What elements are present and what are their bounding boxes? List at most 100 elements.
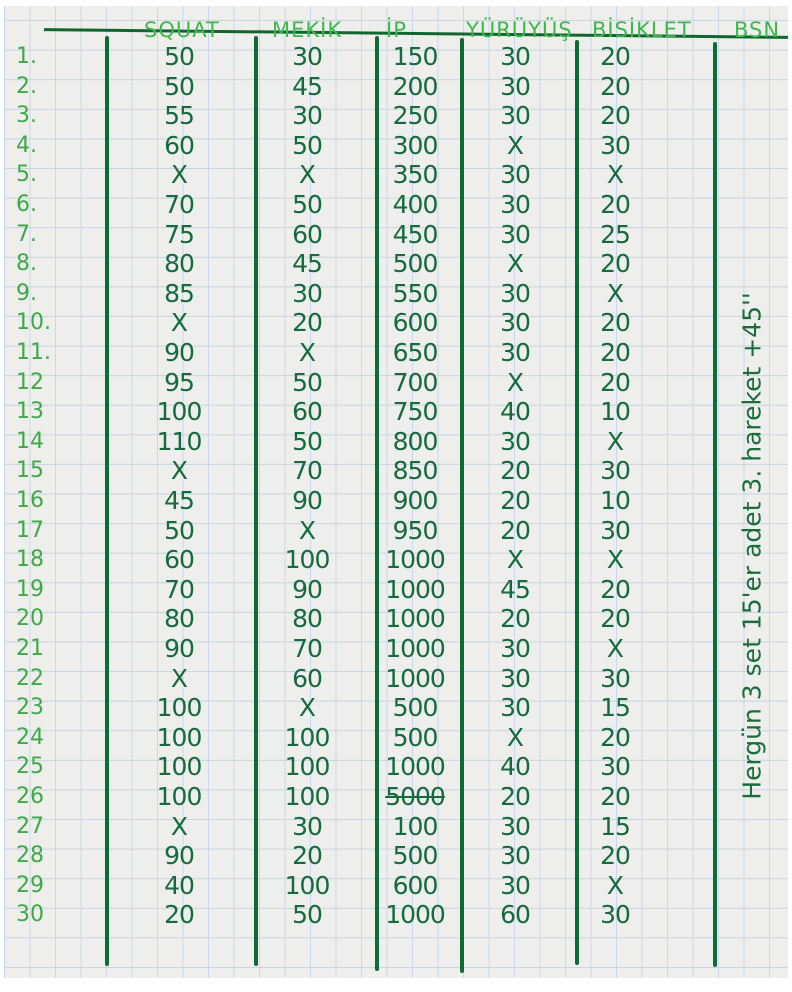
cell-squat: X	[170, 160, 188, 190]
row-number: 4.	[16, 132, 37, 158]
cell-yuruyus: 30	[500, 42, 531, 71]
cell-yuruyus: 30	[500, 338, 531, 367]
cell-mekik: 70	[292, 634, 323, 663]
cell-bisiklet: 10	[600, 397, 631, 427]
cell-ip: 700	[392, 367, 439, 397]
cell-mekik: 20	[292, 308, 323, 338]
cell-mekik: 30	[292, 811, 323, 841]
cell-bisiklet: 20	[600, 101, 631, 131]
cell-mekik: 30	[292, 42, 323, 71]
cell-ip: 950	[392, 515, 439, 545]
cell-yuruyus: 30	[500, 663, 531, 693]
cell-yuruyus: X	[506, 722, 524, 752]
cell-squat: 110	[156, 426, 203, 456]
cell-yuruyus: 30	[500, 841, 531, 871]
cell-mekik: 50	[292, 130, 323, 160]
cell-bisiklet: 30	[600, 752, 631, 782]
cell-ip: 500	[392, 722, 439, 752]
cell-squat: 50	[164, 42, 195, 71]
cell-squat: 80	[164, 604, 195, 634]
column-divider	[460, 38, 464, 973]
cell-bisiklet: 20	[600, 722, 631, 752]
cell-ip: 300	[392, 130, 439, 160]
column-divider	[254, 36, 258, 966]
cell-ip: 750	[392, 397, 439, 427]
cell-mekik: X	[298, 338, 316, 367]
cell-bisiklet: 30	[600, 130, 631, 160]
cell-ip: 600	[392, 308, 439, 338]
row-number: 13	[16, 399, 44, 425]
cell-ip: 1000	[385, 663, 446, 693]
cell-mekik: 100	[284, 722, 331, 752]
cell-mekik: 90	[292, 486, 323, 515]
cell-yuruyus: 20	[500, 782, 531, 811]
cell-ip: 1000	[385, 604, 446, 634]
cell-squat: 75	[164, 219, 195, 249]
header-bsn: BSN	[734, 18, 781, 42]
row-number: 28	[16, 843, 44, 869]
cell-ip: 600	[392, 870, 439, 900]
cell-squat: X	[170, 456, 188, 486]
cell-squat: 70	[164, 190, 195, 219]
row-number: 15	[16, 458, 44, 484]
cell-squat: 90	[164, 634, 195, 663]
cell-mekik: 100	[284, 545, 331, 575]
cell-mekik: 60	[292, 219, 323, 249]
cell-bisiklet: 30	[600, 663, 631, 693]
cell-squat: 95	[164, 367, 195, 397]
cell-squat: 100	[156, 782, 203, 811]
cell-mekik: 100	[284, 752, 331, 782]
row-number: 24	[16, 724, 44, 750]
cell-yuruyus: 45	[500, 574, 531, 604]
row-number: 25	[16, 754, 44, 780]
row-number: 9.	[16, 280, 37, 306]
cell-yuruyus: 30	[500, 219, 531, 249]
cell-ip: 1000	[385, 634, 446, 663]
cell-yuruyus: 40	[500, 752, 531, 782]
row-number: 21	[16, 636, 44, 661]
cell-ip: 1000	[385, 574, 446, 604]
cell-squat: 80	[164, 249, 195, 279]
cell-ip: 450	[392, 219, 439, 249]
side-note: Hergün 3 set 15'er adet 3. hareket +45''	[737, 292, 767, 800]
cell-mekik: X	[298, 693, 316, 723]
cell-bisiklet: 10	[600, 486, 631, 515]
row-number: 6.	[16, 192, 37, 217]
cell-ip: 550	[392, 278, 439, 308]
cell-mekik: 50	[292, 367, 323, 397]
cell-bisiklet: 30	[600, 900, 631, 930]
row-number: 23	[16, 695, 44, 721]
cell-ip: 500	[392, 693, 439, 723]
cell-bisiklet: 20	[600, 841, 631, 871]
header-mekik: MEKİK	[272, 18, 343, 42]
cell-bisiklet: 20	[600, 249, 631, 279]
cell-squat: 55	[164, 101, 195, 131]
cell-yuruyus: 30	[500, 634, 531, 663]
cell-yuruyus: 30	[500, 71, 531, 101]
cell-mekik: 100	[284, 870, 331, 900]
row-number: 12	[16, 369, 44, 395]
cell-bisiklet: 30	[600, 515, 631, 545]
cell-yuruyus: 60	[500, 900, 531, 930]
row-number: 30	[16, 902, 44, 928]
header-bisiklet: BİSİKLET	[592, 18, 692, 42]
cell-bisiklet: X	[606, 545, 624, 575]
row-number: 8.	[16, 251, 37, 277]
cell-bisiklet: X	[606, 426, 624, 456]
cell-squat: 100	[156, 693, 203, 723]
cell-bisiklet: 20	[600, 71, 631, 101]
row-number: 26	[16, 784, 44, 809]
cell-squat: X	[170, 663, 188, 693]
cell-bisiklet: 20	[600, 190, 631, 219]
cell-ip: 650	[392, 338, 439, 367]
row-number: 19	[16, 576, 44, 602]
cell-bisiklet: X	[606, 870, 624, 900]
cell-yuruyus: X	[506, 367, 524, 397]
cell-mekik: 60	[292, 397, 323, 427]
cell-ip: 200	[392, 71, 439, 101]
row-number: 18	[16, 547, 44, 573]
row-number: 20	[16, 606, 44, 632]
cell-squat: 70	[164, 574, 195, 604]
cell-squat: X	[170, 811, 188, 841]
cell-squat: 50	[164, 515, 195, 545]
